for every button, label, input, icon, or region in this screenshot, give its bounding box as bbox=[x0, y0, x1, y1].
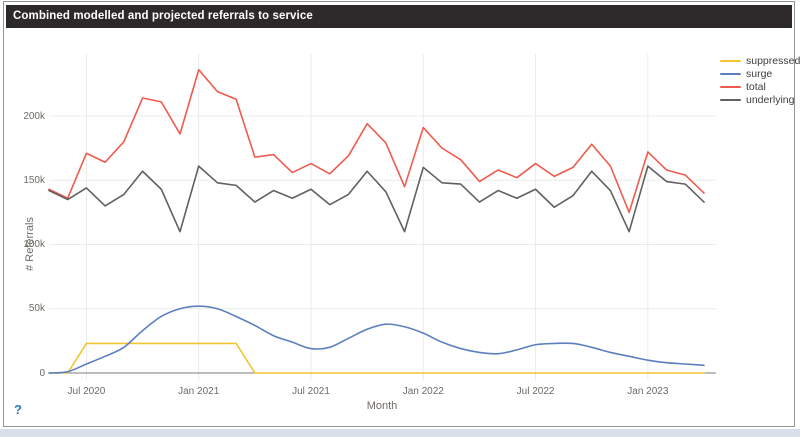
legend-label: suppressed bbox=[746, 55, 800, 68]
x-tick-label: Jul 2020 bbox=[67, 386, 106, 397]
legend-label: surge bbox=[746, 68, 773, 81]
x-tick-label: Jan 2021 bbox=[178, 386, 220, 397]
axis-labels-layer: 0 50k 100k 150k 200k Jul 2020 Jan 2021 Jul 2021… bbox=[4, 28, 797, 426]
legend-item-surge[interactable]: surge bbox=[720, 68, 800, 81]
legend: suppressed surge total underlying bbox=[720, 55, 800, 106]
series-line-underlying[interactable] bbox=[48, 165, 705, 233]
legend-item-total[interactable]: total bbox=[720, 81, 800, 94]
y-tick-label: 200k bbox=[23, 110, 45, 122]
legend-swatch-surge bbox=[720, 73, 741, 76]
y-tick-label: 100k bbox=[23, 239, 45, 250]
legend-swatch-underlying bbox=[720, 98, 741, 101]
y-tick-label: 50k bbox=[28, 303, 45, 315]
x-tick-label: Jan 2023 bbox=[627, 386, 669, 397]
legend-swatch-total bbox=[720, 85, 741, 88]
y-tick-label: 0 bbox=[39, 367, 45, 379]
chart-panel: Combined modelled and projected referral… bbox=[3, 1, 800, 427]
page-background-strip bbox=[0, 429, 800, 437]
legend-swatch-suppressed bbox=[720, 60, 741, 63]
chart-area[interactable]: 0 50k 100k 150k 200k Jul 2020 Jan 2021 Jul 2021… bbox=[4, 28, 800, 426]
x-tick-label: Jul 2021 bbox=[292, 386, 330, 397]
panel-title: Combined modelled and projected referral… bbox=[13, 10, 313, 22]
series-line-suppressed[interactable] bbox=[48, 342, 705, 374]
panel-header: Combined modelled and projected referral… bbox=[6, 5, 792, 28]
chart-canvas bbox=[48, 54, 716, 380]
y-tick-label: 150k bbox=[23, 174, 45, 186]
legend-item-underlying[interactable]: underlying bbox=[720, 93, 800, 106]
x-tick-label: Jan 2022 bbox=[402, 386, 444, 397]
x-tick-label: Jul 2022 bbox=[516, 386, 555, 397]
legend-label: underlying bbox=[746, 93, 795, 106]
x-axis-title: Month bbox=[366, 400, 398, 412]
y-axis-title: # Referrals bbox=[24, 217, 36, 271]
legend-label: total bbox=[746, 80, 766, 93]
legend-item-suppressed[interactable]: suppressed bbox=[720, 55, 800, 68]
help-icon[interactable]: ? bbox=[14, 402, 22, 417]
series-line-surge[interactable] bbox=[48, 305, 705, 374]
series-line-total[interactable] bbox=[48, 68, 705, 214]
